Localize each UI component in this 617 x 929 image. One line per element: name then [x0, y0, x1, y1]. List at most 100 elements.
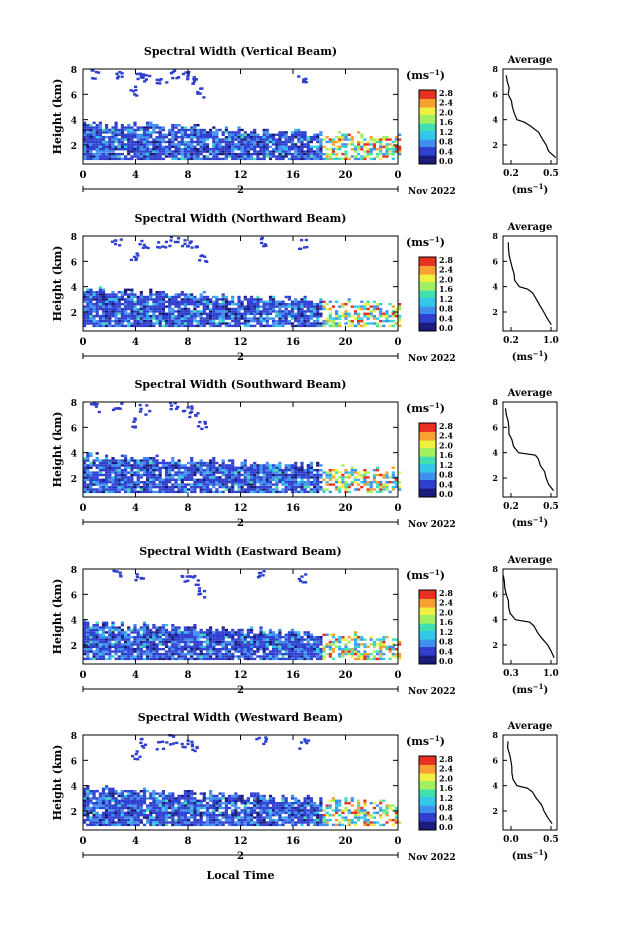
heatmap-cell	[161, 317, 165, 320]
heatmap-cell	[180, 645, 184, 648]
heatmap-cell	[171, 128, 175, 132]
heatmap-cell	[152, 648, 156, 651]
heatmap-cell	[284, 469, 288, 472]
heatmap-cell	[290, 131, 295, 134]
heatmap-cell	[202, 488, 206, 491]
heatmap-cell	[161, 464, 165, 467]
heatmap-cell	[347, 490, 351, 494]
heatmap-cell	[83, 300, 87, 303]
heatmap-cell	[303, 483, 307, 486]
heatmap-cell	[319, 488, 323, 491]
heatmap-cell	[372, 145, 376, 148]
heatmap-cell	[294, 640, 298, 644]
heatmap-cell	[231, 631, 235, 634]
heatmap-cell	[313, 307, 317, 311]
heatmap-cell	[341, 152, 345, 156]
heatmap-cell	[385, 136, 389, 139]
heatmap-cell	[227, 636, 232, 639]
heatmap-cell	[338, 148, 342, 151]
heatmap-cell	[149, 136, 153, 139]
heatmap-cell	[259, 628, 263, 632]
heatmap-cell	[341, 138, 345, 141]
heatmap-cell	[177, 488, 181, 491]
heatmap-cell	[202, 298, 206, 301]
heatmap-cell	[209, 488, 213, 491]
heatmap-cell	[83, 806, 87, 810]
heatmap-cell	[196, 128, 200, 132]
heatmap-cell	[197, 587, 202, 590]
heatmap-cell	[168, 133, 172, 136]
heatmap-cell	[272, 483, 276, 486]
heatmap-cell	[136, 631, 140, 634]
heatmap-cell	[259, 300, 263, 303]
heatmap-cell	[250, 490, 254, 494]
heatmap-cell	[98, 643, 102, 646]
heatmap-cell	[382, 155, 386, 158]
colorbar-segment	[419, 656, 436, 659]
heatmap-cell	[256, 473, 260, 477]
heatmap-cell	[136, 150, 140, 153]
heatmap-cell	[218, 652, 222, 656]
heatmap-cell	[111, 319, 115, 323]
heatmap-cell	[187, 648, 191, 651]
heatmap-cell	[108, 628, 112, 632]
heatmap-cell	[86, 640, 90, 644]
heatmap-cell	[124, 473, 128, 477]
heatmap-cell	[382, 136, 386, 139]
heatmap-cell	[231, 655, 235, 658]
heatmap-cell	[89, 315, 93, 318]
heatmap-cell	[209, 478, 213, 481]
heatmap-cell	[297, 652, 301, 656]
heatmap-cell	[237, 315, 241, 318]
heatmap-cell	[101, 143, 106, 146]
heatmap-cell	[363, 157, 367, 161]
y-tick-label: 8	[71, 566, 77, 576]
heatmap-cell	[158, 138, 162, 141]
heatmap-cell	[101, 488, 106, 491]
heatmap-cell	[98, 657, 102, 661]
heatmap-cell	[259, 633, 263, 636]
colorbar-tick-label: 2.0	[439, 274, 453, 284]
heatmap-cell	[120, 128, 124, 132]
heatmap-cell	[246, 133, 250, 136]
heatmap-cell	[105, 657, 109, 661]
colorbar-segment	[419, 122, 436, 124]
heatmap-cell	[275, 140, 279, 144]
heatmap-cell	[83, 640, 87, 644]
heatmap-cell	[316, 483, 320, 486]
heatmap-cell	[218, 481, 222, 484]
heatmap-cell	[240, 648, 244, 651]
heatmap-cell	[268, 657, 273, 661]
heatmap-cell	[114, 148, 118, 151]
heatmap-cell	[375, 148, 380, 151]
heatmap-cell	[155, 81, 159, 85]
heatmap-cell	[379, 485, 383, 489]
heatmap-cell	[215, 650, 219, 653]
y-axis-label: Height (km)	[51, 412, 64, 488]
heatmap-cell	[309, 655, 313, 658]
heatmap-cell	[347, 485, 351, 489]
heatmap-cell	[177, 636, 181, 639]
heatmap-cell	[108, 307, 112, 311]
heatmap-cell	[190, 126, 194, 129]
colorbar-segment	[419, 131, 436, 134]
heatmap-cell	[173, 69, 177, 72]
heatmap-cell	[306, 324, 310, 328]
heatmap-cell	[95, 464, 99, 467]
heatmap-cell	[344, 317, 348, 320]
heatmap-cell	[83, 128, 87, 132]
heatmap-cell	[341, 655, 345, 658]
heatmap-cell	[133, 657, 137, 661]
heatmap-cell	[221, 469, 225, 472]
heatmap-cell	[275, 319, 279, 323]
heatmap-cell	[319, 652, 323, 656]
heatmap-cell	[136, 254, 140, 257]
heatmap-cell	[215, 307, 219, 311]
heatmap-cell	[111, 293, 115, 296]
heatmap-cell	[89, 138, 93, 141]
heatmap-cell	[92, 645, 96, 648]
heatmap-cell	[253, 645, 257, 648]
heatmap-cell	[83, 298, 87, 301]
colorbar-segment	[419, 631, 436, 634]
heatmap-cell	[155, 473, 159, 477]
